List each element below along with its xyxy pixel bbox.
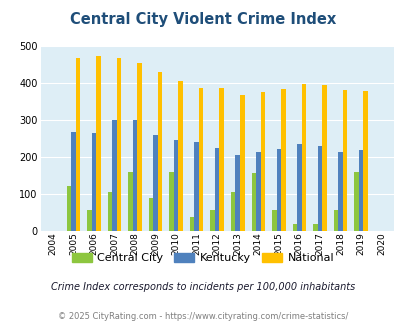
Bar bbox=[66, 186, 71, 231]
Bar bbox=[210, 210, 214, 231]
Bar bbox=[173, 141, 178, 231]
Bar bbox=[256, 151, 260, 231]
Bar bbox=[169, 172, 173, 231]
Bar bbox=[149, 198, 153, 231]
Bar bbox=[96, 56, 100, 231]
Bar bbox=[137, 63, 141, 231]
Text: Central City Violent Crime Index: Central City Violent Crime Index bbox=[70, 12, 335, 26]
Bar bbox=[317, 147, 321, 231]
Bar bbox=[158, 72, 162, 231]
Bar bbox=[301, 84, 305, 231]
Bar bbox=[353, 172, 358, 231]
Bar bbox=[235, 155, 239, 231]
Bar bbox=[260, 92, 264, 231]
Bar bbox=[132, 120, 137, 231]
Legend: Central City, Kentucky, National: Central City, Kentucky, National bbox=[67, 248, 338, 267]
Text: Crime Index corresponds to incidents per 100,000 inhabitants: Crime Index corresponds to incidents per… bbox=[51, 282, 354, 292]
Bar bbox=[75, 58, 80, 231]
Bar bbox=[198, 88, 203, 231]
Bar bbox=[312, 224, 317, 231]
Bar bbox=[107, 192, 112, 231]
Bar bbox=[117, 58, 121, 231]
Bar bbox=[153, 135, 158, 231]
Bar bbox=[321, 85, 326, 231]
Bar bbox=[230, 192, 235, 231]
Bar bbox=[342, 90, 346, 231]
Bar bbox=[271, 210, 276, 231]
Bar bbox=[239, 95, 244, 231]
Bar bbox=[128, 172, 132, 231]
Bar bbox=[190, 217, 194, 231]
Text: © 2025 CityRating.com - https://www.cityrating.com/crime-statistics/: © 2025 CityRating.com - https://www.city… bbox=[58, 312, 347, 321]
Bar bbox=[292, 224, 296, 231]
Bar bbox=[214, 148, 219, 231]
Bar bbox=[276, 149, 280, 231]
Bar bbox=[71, 132, 75, 231]
Bar bbox=[362, 91, 367, 231]
Bar bbox=[178, 81, 183, 231]
Bar bbox=[358, 150, 362, 231]
Bar bbox=[251, 173, 256, 231]
Bar bbox=[296, 144, 301, 231]
Bar bbox=[337, 151, 342, 231]
Bar bbox=[87, 210, 92, 231]
Bar bbox=[112, 120, 117, 231]
Bar bbox=[92, 133, 96, 231]
Bar bbox=[194, 142, 198, 231]
Bar bbox=[280, 89, 285, 231]
Bar bbox=[219, 88, 224, 231]
Bar bbox=[333, 210, 337, 231]
